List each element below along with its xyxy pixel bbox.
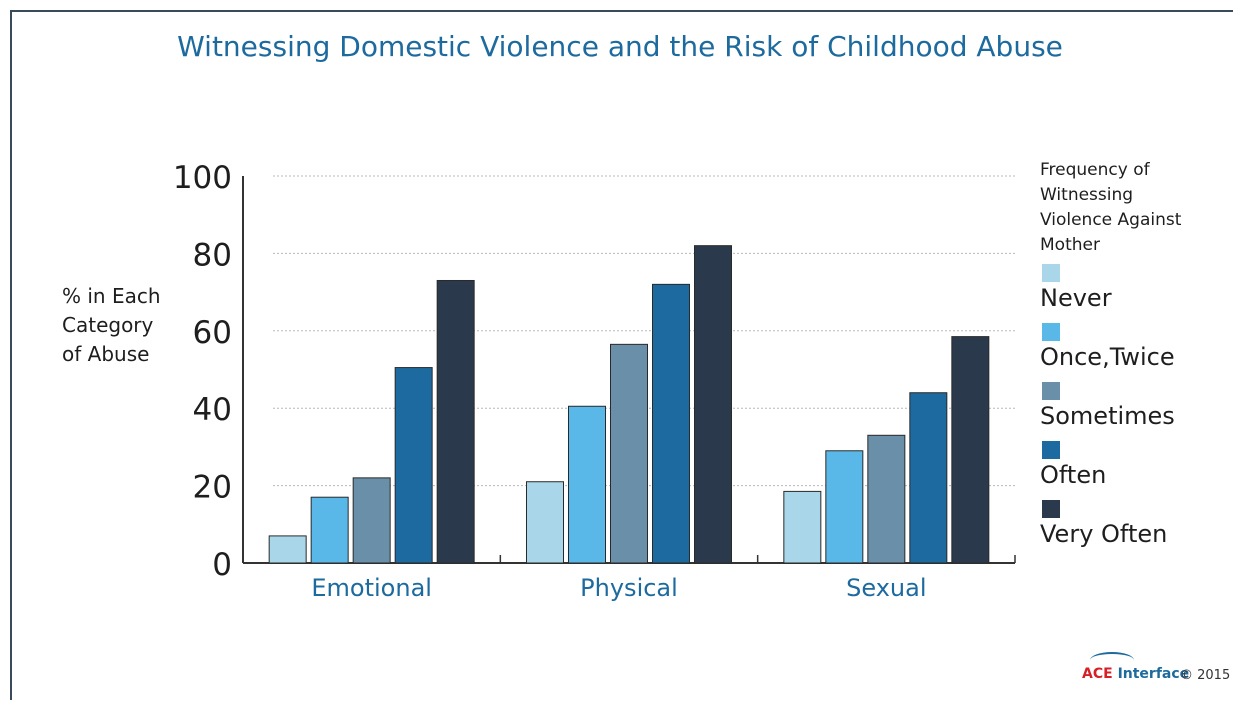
bar xyxy=(268,535,307,564)
legend-title: Frequency of Witnessing Violence Against… xyxy=(1040,158,1230,258)
x-tick-label: Emotional xyxy=(311,574,432,602)
y-tick-label: 0 xyxy=(212,547,232,583)
legend-title-line: Witnessing xyxy=(1040,185,1134,205)
bar xyxy=(352,477,391,564)
legend-label: Often xyxy=(1040,461,1107,489)
legend-item-very-often: Very Often xyxy=(1040,500,1230,559)
y-tick-label: 100 xyxy=(173,160,232,196)
x-tick-label: Physical xyxy=(580,574,678,602)
legend-item-once-twice: Once,Twice xyxy=(1040,323,1230,382)
legend-item-often: Often xyxy=(1040,441,1230,500)
bar xyxy=(652,283,690,564)
legend-label: Never xyxy=(1040,284,1112,312)
y-tick-label: 60 xyxy=(193,315,232,351)
y-axis-label-line: Category xyxy=(62,313,154,337)
y-tick-label: 40 xyxy=(193,392,232,428)
legend-swatch xyxy=(1042,264,1060,282)
legend-swatch xyxy=(1042,323,1060,341)
bar xyxy=(909,392,948,564)
bar xyxy=(694,245,732,564)
bar xyxy=(825,450,864,564)
y-tick-label: 80 xyxy=(193,237,232,273)
legend-swatch xyxy=(1042,441,1060,459)
legend-title-line: Violence Against xyxy=(1040,210,1182,230)
legend-item-never: Never xyxy=(1040,264,1230,323)
slide-frame xyxy=(10,10,1233,700)
brand-logo-ace: ACE xyxy=(1082,666,1113,682)
bar xyxy=(436,279,475,564)
bar xyxy=(568,405,606,564)
legend-label: Sometimes xyxy=(1040,402,1175,430)
copyright-text: © 2015 xyxy=(1180,668,1231,683)
chart-title: Witnessing Domestic Violence and the Ris… xyxy=(177,30,1063,63)
brand-logo-text: Interface xyxy=(1117,666,1190,682)
bar xyxy=(610,343,648,564)
legend-label: Once,Twice xyxy=(1040,343,1175,371)
y-tick-label: 20 xyxy=(193,470,232,506)
bar xyxy=(783,490,822,564)
y-axis-label: % in Each Category of Abuse xyxy=(62,282,161,369)
bar xyxy=(951,336,990,564)
legend: Frequency of Witnessing Violence Against… xyxy=(1040,158,1230,559)
brand-logo: ACE Interface xyxy=(1082,666,1189,682)
bar xyxy=(394,367,433,564)
legend-title-line: Mother xyxy=(1040,235,1100,255)
y-axis-label-line: of Abuse xyxy=(62,342,150,366)
legend-swatch xyxy=(1042,382,1060,400)
x-tick-label: Sexual xyxy=(846,574,926,602)
bar xyxy=(867,434,906,564)
bar xyxy=(526,481,564,564)
y-axis-label-line: % in Each xyxy=(62,284,161,308)
legend-item-sometimes: Sometimes xyxy=(1040,382,1230,441)
legend-swatch xyxy=(1042,500,1060,518)
legend-title-line: Frequency of xyxy=(1040,160,1150,180)
legend-label: Very Often xyxy=(1040,520,1168,548)
brand-logo-swoosh xyxy=(1090,652,1134,668)
bar xyxy=(310,496,349,564)
